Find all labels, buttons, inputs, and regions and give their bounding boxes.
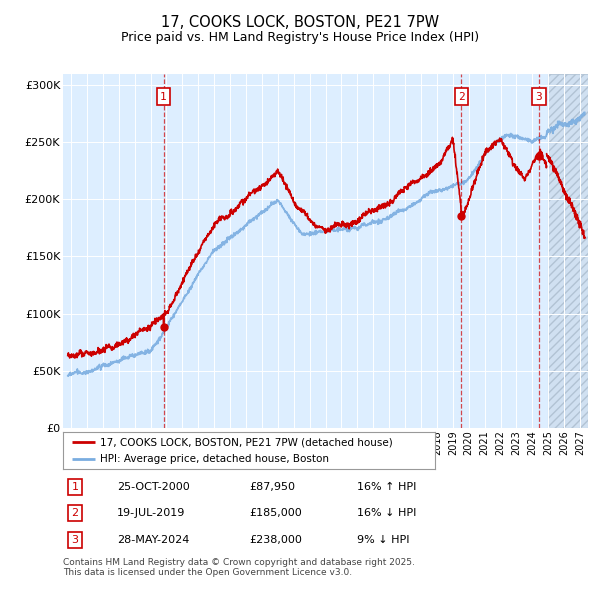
Text: 2: 2: [458, 91, 465, 101]
Text: 16% ↓ HPI: 16% ↓ HPI: [357, 509, 416, 518]
Text: 3: 3: [71, 535, 79, 545]
Text: £87,950: £87,950: [249, 482, 295, 491]
Text: 9% ↓ HPI: 9% ↓ HPI: [357, 535, 409, 545]
Text: 1: 1: [160, 91, 167, 101]
Text: £238,000: £238,000: [249, 535, 302, 545]
Bar: [548, 74, 588, 428]
Text: 1: 1: [71, 482, 79, 491]
Text: 17, COOKS LOCK, BOSTON, PE21 7PW: 17, COOKS LOCK, BOSTON, PE21 7PW: [161, 15, 439, 30]
Text: £185,000: £185,000: [249, 509, 302, 518]
Text: 19-JUL-2019: 19-JUL-2019: [117, 509, 185, 518]
Text: 2: 2: [71, 509, 79, 518]
Text: 25-OCT-2000: 25-OCT-2000: [117, 482, 190, 491]
Text: Price paid vs. HM Land Registry's House Price Index (HPI): Price paid vs. HM Land Registry's House …: [121, 31, 479, 44]
Text: 16% ↑ HPI: 16% ↑ HPI: [357, 482, 416, 491]
Text: 3: 3: [535, 91, 542, 101]
Text: HPI: Average price, detached house, Boston: HPI: Average price, detached house, Bost…: [100, 454, 329, 464]
Bar: [548, 74, 588, 428]
Text: 28-MAY-2024: 28-MAY-2024: [117, 535, 190, 545]
Text: 17, COOKS LOCK, BOSTON, PE21 7PW (detached house): 17, COOKS LOCK, BOSTON, PE21 7PW (detach…: [100, 437, 393, 447]
Text: Contains HM Land Registry data © Crown copyright and database right 2025.
This d: Contains HM Land Registry data © Crown c…: [63, 558, 415, 577]
